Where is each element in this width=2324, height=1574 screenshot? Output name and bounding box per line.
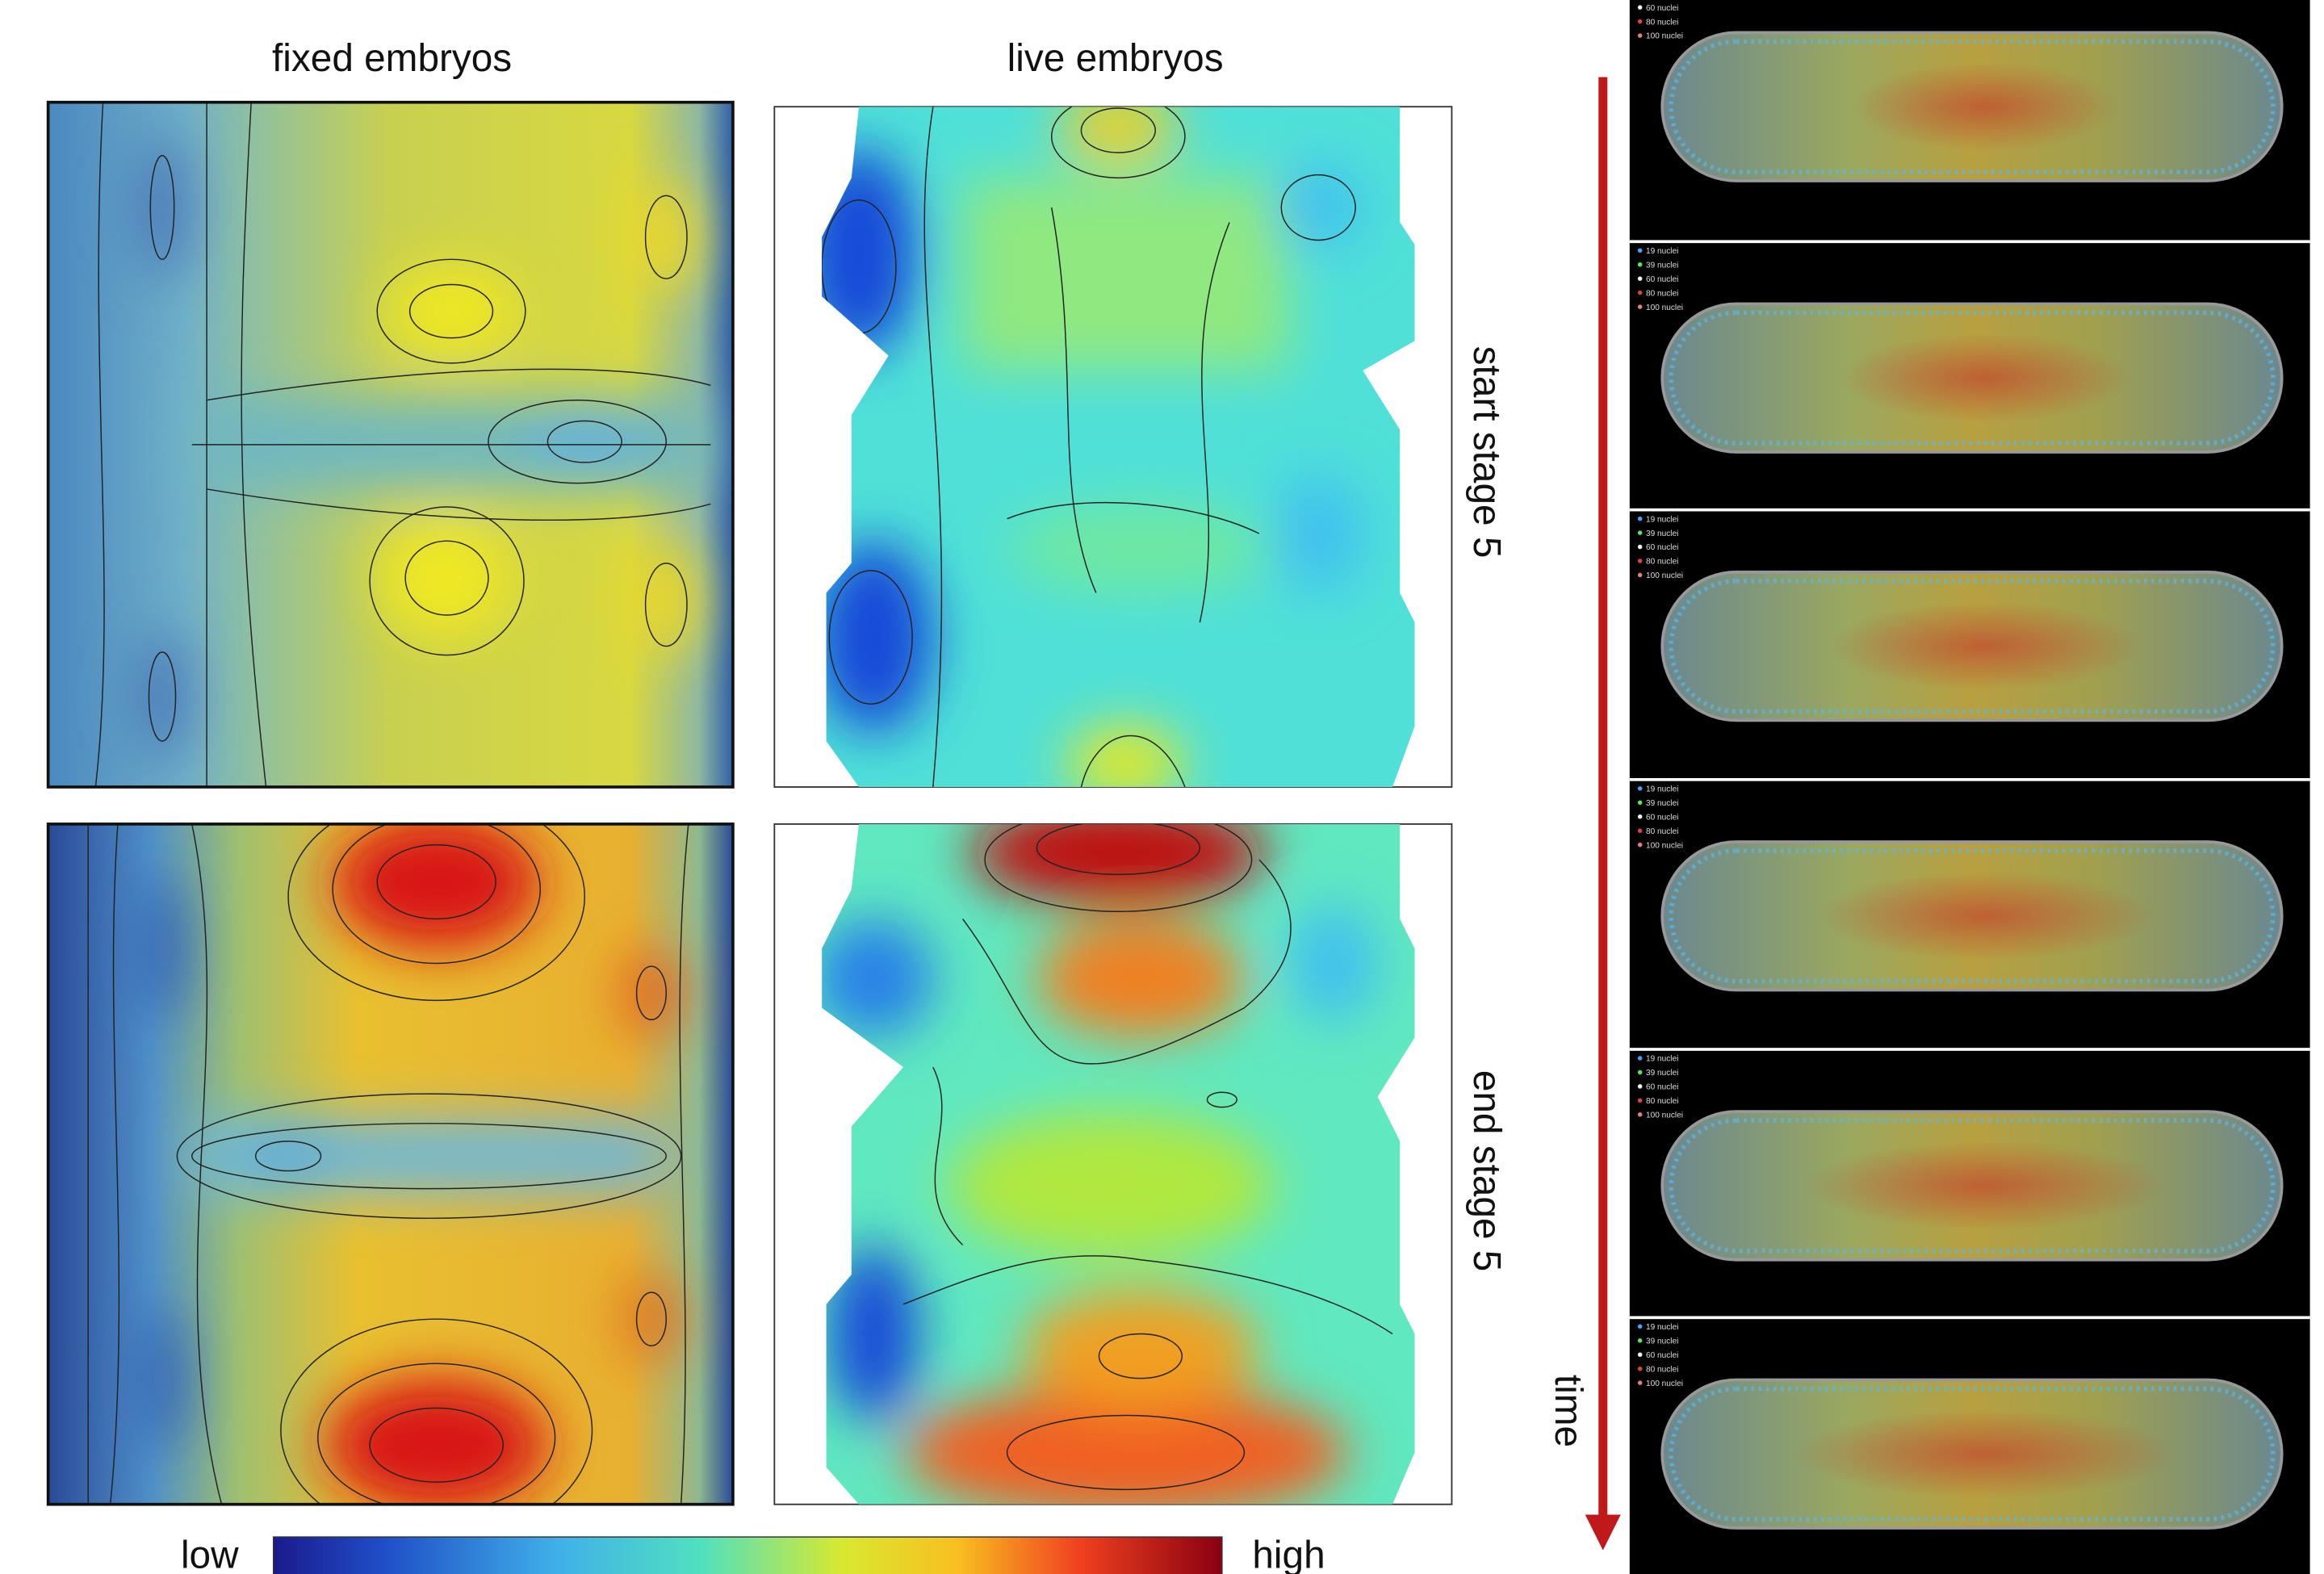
row-label: start stage 5 (1465, 346, 1508, 559)
legend-text: 100 nuclei (1646, 1111, 1683, 1120)
legend-dot (1638, 33, 1643, 38)
legend-dot (1638, 262, 1643, 267)
legend-text: 80 nuclei (1646, 289, 1678, 298)
column-title: live embryos (1007, 37, 1224, 80)
legend-text: 39 nuclei (1646, 261, 1678, 270)
legend-text: 80 nuclei (1646, 827, 1678, 836)
separator (1630, 1317, 2310, 1320)
legend-text: 100 nuclei (1646, 571, 1683, 580)
embryo-center (1840, 333, 2131, 422)
separator (1630, 240, 2310, 243)
legend-text: 100 nuclei (1646, 1379, 1683, 1388)
legend-dot (1638, 1367, 1643, 1371)
legend-text: 39 nuclei (1646, 530, 1678, 538)
legend-dot (1638, 1352, 1643, 1357)
legend-text: 19 nuclei (1646, 515, 1678, 524)
legend-text: 100 nuclei (1646, 32, 1683, 41)
figure: fixed embryos live embryos (0, 0, 2324, 1574)
legend-text: 80 nuclei (1646, 558, 1678, 567)
legend-text: 60 nuclei (1646, 813, 1678, 822)
heatmap-live-end (774, 801, 1451, 1520)
legend-dot (1638, 1112, 1643, 1117)
time-arrow-head (1585, 1515, 1621, 1551)
legend-dot (1638, 559, 1643, 563)
legend-text: 19 nuclei (1646, 247, 1678, 256)
legend-dot (1638, 276, 1643, 281)
heatmap-fixed-end (48, 793, 733, 1541)
legend-text: 60 nuclei (1646, 543, 1678, 552)
legend-dot (1638, 249, 1643, 253)
legend-dot (1638, 291, 1643, 295)
legend-text: 60 nuclei (1646, 1351, 1678, 1360)
legend-dot (1638, 814, 1643, 819)
legend-dot (1638, 1056, 1643, 1061)
legend-text: 80 nuclei (1646, 18, 1678, 27)
legend-dot (1638, 530, 1643, 535)
legend-dot (1638, 801, 1643, 806)
legend-text: 60 nuclei (1646, 4, 1678, 13)
separator (1630, 509, 2310, 512)
row-label: end stage 5 (1465, 1070, 1508, 1272)
heatmap-fixed-start (48, 103, 733, 787)
legend-dot (1638, 843, 1643, 848)
legend-text: 100 nuclei (1646, 303, 1683, 312)
legend-text: 39 nuclei (1646, 799, 1678, 808)
legend-dot (1638, 573, 1643, 578)
legend-text: 19 nuclei (1646, 785, 1678, 794)
legend-dot (1638, 786, 1643, 791)
time-label: time (1547, 1375, 1589, 1447)
heatmap-live-start (774, 89, 1451, 800)
legend-dot (1638, 828, 1643, 833)
embryo-center (1828, 601, 2142, 690)
separator (1630, 778, 2310, 781)
legend-dot (1638, 1338, 1643, 1343)
colorbar-label: high (1252, 1534, 1325, 1574)
legend-dot (1638, 19, 1643, 24)
legend-dot (1638, 5, 1643, 10)
legend-dot (1638, 1099, 1643, 1103)
legend-dot (1638, 1070, 1643, 1075)
legend-text: 39 nuclei (1646, 1069, 1678, 1078)
snapshot-panel (1630, 0, 2310, 1574)
legend-text: 100 nuclei (1646, 841, 1683, 850)
legend-text: 39 nuclei (1646, 1337, 1678, 1346)
embryo-center (1804, 1141, 2166, 1230)
colorbar-label: low (181, 1534, 239, 1574)
legend-text: 80 nuclei (1646, 1365, 1678, 1374)
legend-text: 60 nuclei (1646, 1083, 1678, 1092)
legend-dot (1638, 1084, 1643, 1089)
embryo-center (1816, 872, 2154, 961)
legend-dot (1638, 1325, 1643, 1329)
legend-text: 19 nuclei (1646, 1055, 1678, 1064)
legend-dot (1638, 517, 1643, 521)
legend-dot (1638, 545, 1643, 550)
legend-dot (1638, 304, 1643, 309)
legend-text: 19 nuclei (1646, 1323, 1678, 1332)
legend-dot (1638, 1380, 1643, 1385)
embryo-center (1793, 1409, 2178, 1498)
embryo-center (1852, 62, 2119, 151)
column-title: fixed embryos (272, 37, 512, 80)
colorbar (274, 1537, 1222, 1574)
page: fixed embryos live embryos (0, 0, 2324, 1574)
separator (1630, 1048, 2310, 1051)
legend-text: 80 nuclei (1646, 1097, 1678, 1106)
legend-text: 60 nuclei (1646, 275, 1678, 284)
